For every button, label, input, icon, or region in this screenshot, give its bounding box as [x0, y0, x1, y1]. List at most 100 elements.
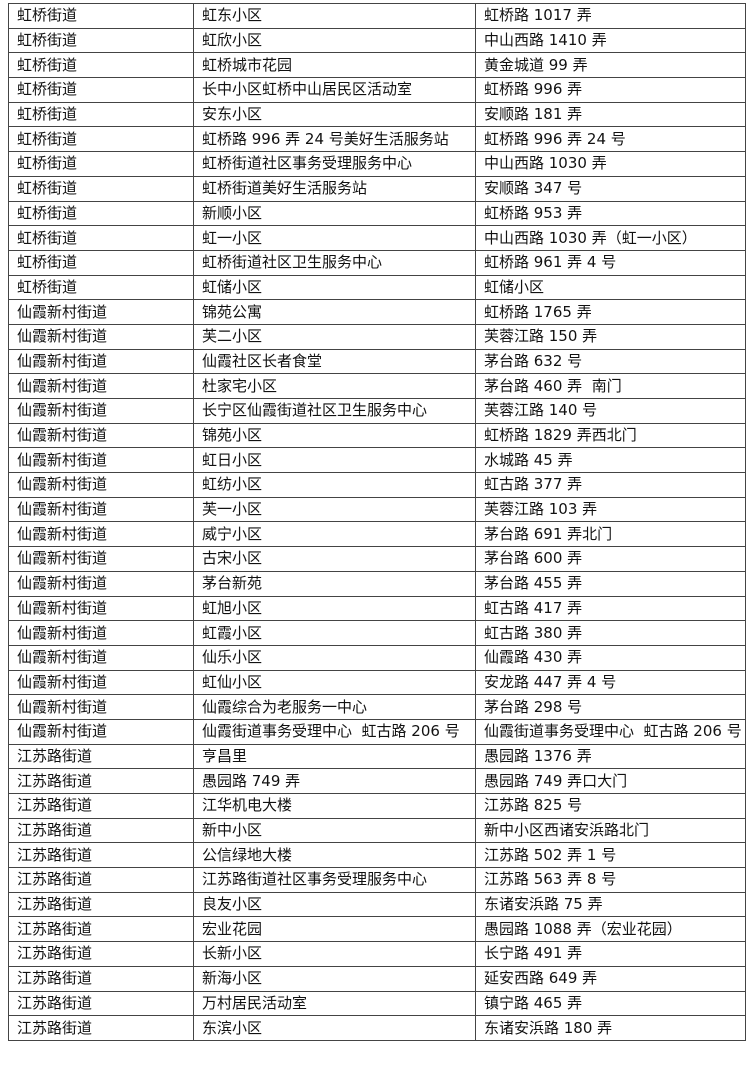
- table-cell: 虹旭小区: [193, 595, 476, 622]
- table-cell: 仙霞综合为老服务一中心: [193, 694, 476, 720]
- table-row: 江苏路街道 新海小区 延安西路 649 弄: [8, 965, 746, 992]
- table-cell: 虹纺小区: [193, 472, 476, 498]
- table-cell: 水城路 45 弄: [475, 447, 746, 474]
- table-cell: 虹桥街道社区事务受理服务中心: [193, 151, 476, 177]
- table-row: 虹桥街道 虹储小区 虹储小区: [8, 274, 746, 301]
- table-row: 江苏路街道 万村居民活动室 镇宁路 465 弄: [8, 990, 746, 1017]
- table-cell: 仙霞新村街道: [8, 718, 194, 745]
- table-cell: 虹储小区: [475, 274, 746, 301]
- table-row: 虹桥街道 虹东小区 虹桥路 1017 弄: [8, 3, 746, 29]
- table-cell: 虹桥街道: [8, 3, 194, 29]
- table-row: 虹桥街道 虹桥街道社区卫生服务中心 虹桥路 961 弄 4 号: [8, 249, 746, 276]
- table-cell: 茅台路 691 弄北门: [475, 521, 746, 548]
- table-cell: 江苏路街道: [8, 793, 194, 819]
- table-row: 江苏路街道 亨昌里 愚园路 1376 弄: [8, 743, 746, 770]
- table-row: 仙霞新村街道 芙二小区 芙蓉江路 150 弄: [8, 323, 746, 350]
- table-cell: 江苏路街道: [8, 867, 194, 893]
- table-cell: 虹桥街道: [8, 27, 194, 54]
- table-cell: 虹桥路 996 弄: [475, 77, 746, 103]
- table-row: 虹桥街道 虹欣小区 中山西路 1410 弄: [8, 27, 746, 54]
- table-row: 虹桥街道 虹一小区 中山西路 1030 弄（虹一小区）: [8, 225, 746, 251]
- table-row: 虹桥街道 虹桥路 996 弄 24 号美好生活服务站 虹桥路 996 弄 24 号: [8, 126, 746, 153]
- table-cell: 虹桥街道: [8, 225, 194, 251]
- table-cell: 东诸安浜路 180 弄: [475, 1015, 746, 1041]
- table-row: 仙霞新村街道 虹仙小区 安龙路 447 弄 4 号: [8, 669, 746, 696]
- table-cell: 虹桥路 996 弄 24 号美好生活服务站: [193, 126, 476, 153]
- table-row: 江苏路街道 良友小区 东诸安浜路 75 弄: [8, 891, 746, 918]
- table-body: 虹桥街道 虹东小区 虹桥路 1017 弄虹桥街道 虹欣小区 中山西路 1410 弄虹桥街…: [8, 3, 746, 1041]
- table-cell: 中山西路 1030 弄（虹一小区）: [475, 225, 746, 251]
- table-row: 仙霞新村街道 仙霞社区长者食堂 茅台路 632 号: [8, 348, 746, 375]
- table-row: 江苏路街道 江苏路街道社区事务受理服务中心 江苏路 563 弄 8 号: [8, 867, 746, 893]
- table-cell: 江苏路街道: [8, 817, 194, 844]
- table-cell: 仙霞新村街道: [8, 694, 194, 720]
- table-row: 虹桥街道 虹桥街道美好生活服务站 安顺路 347 号: [8, 175, 746, 202]
- table-cell: 仙霞新村街道: [8, 570, 194, 597]
- table-cell: 江苏路街道: [8, 1015, 194, 1041]
- table-row: 虹桥街道 新顺小区 虹桥路 953 弄: [8, 200, 746, 227]
- table-row: 仙霞新村街道 仙乐小区 仙霞路 430 弄: [8, 644, 746, 671]
- table-cell: 长宁区仙霞街道社区卫生服务中心: [193, 398, 476, 424]
- table-cell: 仙霞街道事务受理中心 虹古路 206 号: [475, 718, 746, 745]
- table-row: 仙霞新村街道 杜家宅小区 茅台路 460 弄 南门: [8, 373, 746, 399]
- table-row: 仙霞新村街道 虹纺小区 虹古路 377 弄: [8, 472, 746, 498]
- table-cell: 愚园路 1088 弄（宏业花园）: [475, 916, 746, 943]
- table-cell: 亨昌里: [193, 743, 476, 770]
- table-cell: 延安西路 649 弄: [475, 965, 746, 992]
- table-cell: 公信绿地大楼: [193, 842, 476, 869]
- table-row: 仙霞新村街道 锦苑公寓 虹桥路 1765 弄: [8, 299, 746, 325]
- table-cell: 江苏路街道: [8, 743, 194, 770]
- table-cell: 仙霞新村街道: [8, 546, 194, 572]
- table-cell: 茅台路 298 号: [475, 694, 746, 720]
- table-cell: 仙霞新村街道: [8, 496, 194, 523]
- table-cell: 虹桥街道: [8, 101, 194, 128]
- table-cell: 虹桥路 953 弄: [475, 200, 746, 227]
- table-cell: 愚园路 749 弄口大门: [475, 768, 746, 794]
- table-cell: 虹桥路 996 弄 24 号: [475, 126, 746, 153]
- table-cell: 仙霞街道事务受理中心 虹古路 206 号: [193, 718, 476, 745]
- table-cell: 宏业花园: [193, 916, 476, 943]
- table-cell: 仙霞新村街道: [8, 373, 194, 399]
- table-cell: 虹东小区: [193, 3, 476, 29]
- table-cell: 长宁路 491 弄: [475, 941, 746, 967]
- table-cell: 愚园路 1376 弄: [475, 743, 746, 770]
- table-cell: 虹桥街道: [8, 52, 194, 79]
- table-cell: 锦苑公寓: [193, 299, 476, 325]
- table-cell: 江苏路街道: [8, 768, 194, 794]
- table-row: 江苏路街道 公信绿地大楼 江苏路 502 弄 1 号: [8, 842, 746, 869]
- table-cell: 虹桥城市花园: [193, 52, 476, 79]
- table-cell: 虹储小区: [193, 274, 476, 301]
- table-cell: 黄金城道 99 弄: [475, 52, 746, 79]
- table-row: 江苏路街道 宏业花园 愚园路 1088 弄（宏业花园）: [8, 916, 746, 943]
- table-cell: 仙乐小区: [193, 644, 476, 671]
- table-cell: 虹霞小区: [193, 620, 476, 646]
- table-cell: 虹桥街道: [8, 77, 194, 103]
- table-cell: 仙霞新村街道: [8, 348, 194, 375]
- table-cell: 江苏路 825 号: [475, 793, 746, 819]
- table-row: 江苏路街道 新中小区 新中小区西诸安浜路北门: [8, 817, 746, 844]
- table-cell: 虹桥街道: [8, 274, 194, 301]
- table-cell: 虹桥路 1829 弄西北门: [475, 422, 746, 449]
- table-cell: 仙霞新村街道: [8, 299, 194, 325]
- table-cell: 虹桥街道: [8, 151, 194, 177]
- table-cell: 虹桥路 961 弄 4 号: [475, 249, 746, 276]
- table-cell: 仙霞社区长者食堂: [193, 348, 476, 375]
- table-cell: 茅台路 460 弄 南门: [475, 373, 746, 399]
- table-cell: 虹桥街道美好生活服务站: [193, 175, 476, 202]
- address-table: 虹桥街道 虹东小区 虹桥路 1017 弄虹桥街道 虹欣小区 中山西路 1410 弄虹桥街…: [8, 3, 746, 1041]
- table-cell: 茅台路 455 弄: [475, 570, 746, 597]
- table-row: 江苏路街道 愚园路 749 弄愚园路 749 弄口大门: [8, 768, 746, 794]
- table-cell: 江苏路 563 弄 8 号: [475, 867, 746, 893]
- table-row: 仙霞新村街道 仙霞街道事务受理中心 虹古路 206 号仙霞街道事务受理中心 虹古路…: [8, 718, 746, 745]
- table-cell: 虹一小区: [193, 225, 476, 251]
- table-cell: 镇宁路 465 弄: [475, 990, 746, 1017]
- table-cell: 中山西路 1410 弄: [475, 27, 746, 54]
- table-cell: 茅台新苑: [193, 570, 476, 597]
- table-cell: 仙霞路 430 弄: [475, 644, 746, 671]
- table-cell: 江华机电大楼: [193, 793, 476, 819]
- table-cell: 虹桥路 1017 弄: [475, 3, 746, 29]
- table-cell: 芙蓉江路 150 弄: [475, 323, 746, 350]
- table-row: 仙霞新村街道 仙霞综合为老服务一中心 茅台路 298 号: [8, 694, 746, 720]
- table-cell: 虹桥路 1765 弄: [475, 299, 746, 325]
